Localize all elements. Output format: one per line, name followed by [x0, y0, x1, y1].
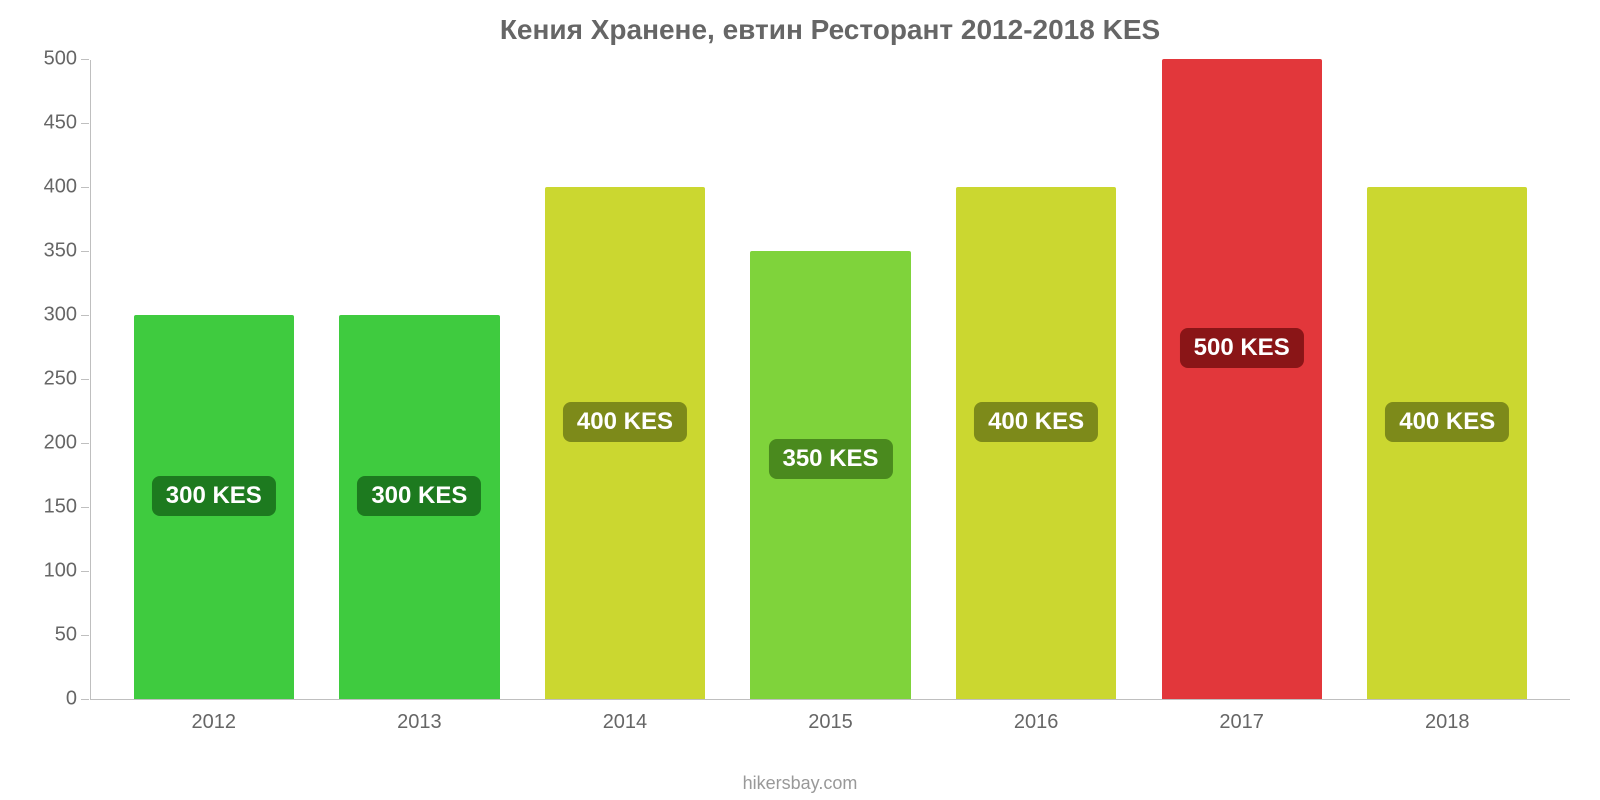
y-tick-label: 250	[44, 368, 77, 391]
bar-value-badge: 350 KES	[768, 439, 892, 479]
y-tick-label: 500	[44, 48, 77, 71]
bar: 400 KES	[956, 187, 1116, 699]
y-tick-label: 0	[66, 688, 77, 711]
y-tick	[81, 571, 89, 572]
bar-slot: 400 KES	[522, 60, 728, 699]
y-tick-label: 400	[44, 176, 77, 199]
y-tick-label: 300	[44, 304, 77, 327]
y-tick	[81, 443, 89, 444]
y-tick-label: 450	[44, 112, 77, 135]
x-tick-label: 2013	[317, 711, 523, 734]
bar-value-badge: 300 KES	[152, 476, 276, 516]
bar: 350 KES	[750, 251, 910, 699]
bar: 300 KES	[339, 315, 499, 699]
x-tick-label: 2017	[1139, 711, 1345, 734]
bar-slot: 300 KES	[111, 60, 317, 699]
bar-value-badge: 400 KES	[1385, 402, 1509, 442]
bar-value-badge: 300 KES	[357, 476, 481, 516]
y-tick	[81, 59, 89, 60]
y-tick	[81, 251, 89, 252]
bars-group: 300 KES 300 KES 400 KES 350 KES 400 KES 500 K…	[91, 60, 1570, 699]
x-tick-label: 2016	[933, 711, 1139, 734]
y-tick	[81, 379, 89, 380]
y-tick	[81, 699, 89, 700]
bar-value-badge: 400 KES	[563, 402, 687, 442]
bar-slot: 400 KES	[1344, 60, 1550, 699]
y-tick-label: 350	[44, 240, 77, 263]
y-tick-label: 150	[44, 496, 77, 519]
bar-slot: 300 KES	[317, 60, 523, 699]
chart-title: Кения Хранене, евтин Ресторант 2012-2018…	[90, 10, 1570, 50]
y-tick-label: 100	[44, 560, 77, 583]
plot-area: 300 KES 300 KES 400 KES 350 KES 400 KES 500 K…	[90, 60, 1570, 700]
y-tick-label: 200	[44, 432, 77, 455]
attribution-text: hikersbay.com	[0, 773, 1600, 794]
bar: 500 KES	[1162, 59, 1322, 699]
y-tick	[81, 123, 89, 124]
bar-slot: 500 KES	[1139, 60, 1345, 699]
y-tick	[81, 315, 89, 316]
bar: 300 KES	[134, 315, 294, 699]
bar: 400 KES	[545, 187, 705, 699]
bar-slot: 400 KES	[933, 60, 1139, 699]
x-axis-labels: 2012201320142015201620172018	[91, 711, 1570, 734]
x-tick-label: 2018	[1344, 711, 1550, 734]
x-tick-label: 2015	[728, 711, 934, 734]
bar-value-badge: 400 KES	[974, 402, 1098, 442]
chart-container: Кения Хранене, евтин Ресторант 2012-2018…	[0, 0, 1600, 800]
y-tick-label: 50	[55, 624, 77, 647]
y-tick	[81, 507, 89, 508]
bar-slot: 350 KES	[728, 60, 934, 699]
y-tick	[81, 635, 89, 636]
x-tick-label: 2012	[111, 711, 317, 734]
x-tick-label: 2014	[522, 711, 728, 734]
bar-value-badge: 500 KES	[1180, 328, 1304, 368]
y-tick	[81, 187, 89, 188]
bar: 400 KES	[1367, 187, 1527, 699]
